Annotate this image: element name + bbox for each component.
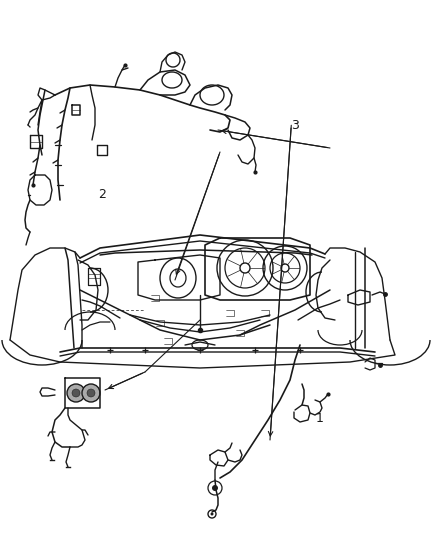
Text: 3: 3 (291, 119, 299, 132)
Circle shape (212, 485, 218, 491)
Circle shape (82, 384, 100, 402)
Text: 2: 2 (99, 188, 106, 201)
Circle shape (67, 384, 85, 402)
Circle shape (72, 389, 80, 397)
Circle shape (211, 513, 213, 515)
Text: 1: 1 (315, 412, 323, 425)
Circle shape (87, 389, 95, 397)
